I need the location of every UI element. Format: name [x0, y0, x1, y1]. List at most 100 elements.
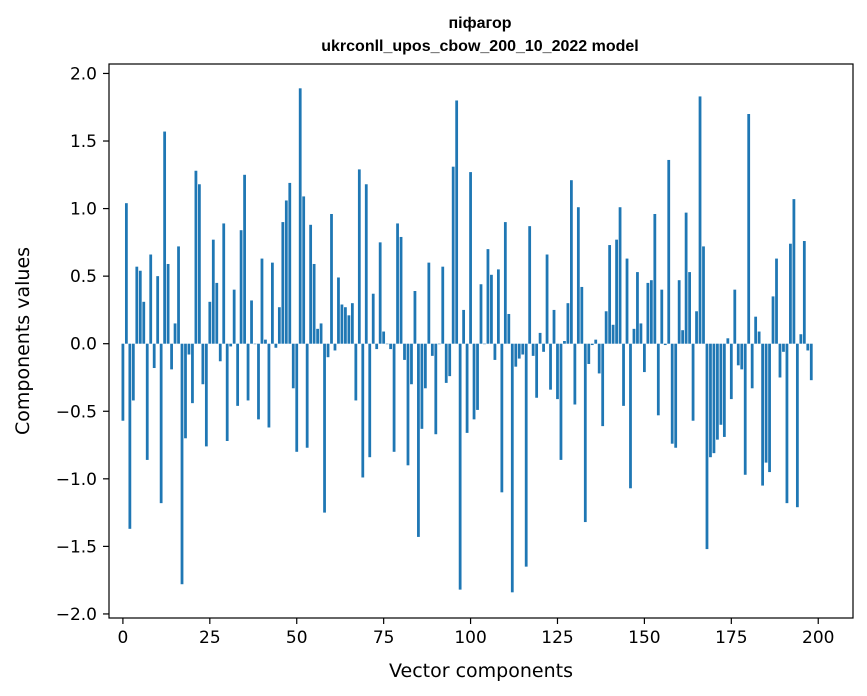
bar-component-129 [570, 180, 573, 344]
bar-component-61 [333, 343, 337, 351]
bar-component-127 [563, 341, 566, 344]
bar-component-121 [542, 343, 545, 352]
y-tick-label: −1.5 [56, 537, 97, 557]
bar-component-111 [507, 313, 511, 344]
bar-component-76 [385, 343, 389, 345]
bar-component-160 [677, 280, 681, 344]
bar-component-28 [218, 343, 222, 362]
bar-component-66 [350, 303, 354, 344]
bar-component-149 [639, 323, 643, 344]
bar-component-130 [573, 343, 577, 405]
bar-component-151 [646, 282, 650, 344]
bar-component-197 [806, 343, 810, 351]
bar-component-100 [469, 172, 472, 344]
bar-component-91 [437, 343, 441, 345]
y-axis-ticks: −2.0 −1.5 −1.0 −0.5 0.0 0.5 1.0 1.5 2.0 [56, 64, 109, 625]
bar-component-25 [208, 301, 212, 344]
bar-component-128 [566, 303, 570, 344]
bar-component-79 [396, 223, 399, 344]
bar-component-88 [427, 262, 431, 344]
bar-component-20 [191, 343, 194, 404]
bar-component-36 [246, 343, 250, 401]
bar-component-31 [229, 343, 233, 347]
bar-component-7 [145, 343, 149, 460]
bar-component-115 [521, 343, 525, 355]
bar-component-33 [236, 343, 240, 406]
bar-component-142 [615, 239, 618, 344]
bar-component-89 [430, 343, 434, 356]
bar-component-98 [462, 309, 466, 344]
x-axis-label: Vector components [389, 660, 573, 682]
x-tick-label: 200 [802, 628, 834, 648]
bar-component-47 [284, 200, 288, 344]
bar-component-56 [316, 328, 319, 344]
bar-component-69 [361, 343, 365, 478]
bar-component-148 [636, 272, 639, 344]
bar-component-39 [257, 343, 260, 420]
bar-component-137 [597, 343, 601, 374]
bar-component-172 [719, 343, 723, 425]
bar-component-139 [604, 311, 608, 344]
y-tick-label: 1.0 [70, 200, 97, 220]
bar-component-133 [583, 343, 587, 523]
bar-component-145 [625, 258, 629, 344]
bar-component-34 [239, 230, 243, 344]
bar-component-153 [653, 213, 657, 344]
bar-component-42 [267, 343, 271, 428]
bar-component-112 [510, 343, 514, 593]
bar-component-136 [594, 339, 598, 344]
bar-component-74 [378, 242, 382, 344]
bar-component-44 [274, 343, 278, 348]
bar-component-59 [326, 343, 330, 358]
bar-component-165 [695, 311, 698, 344]
bar-component-19 [187, 343, 191, 355]
bar-component-62 [337, 277, 340, 344]
bar-component-53 [305, 343, 309, 448]
chart-title-line-1: пiфагор [448, 15, 511, 32]
bar-component-159 [674, 343, 678, 448]
bar-component-184 [761, 343, 764, 486]
bar-component-120 [538, 332, 542, 344]
bar-component-24 [204, 343, 208, 447]
bar-component-196 [802, 241, 806, 344]
bar-component-177 [736, 343, 740, 366]
x-axis-ticks: 0 25 50 75 100 125 150 175 200 [117, 618, 834, 648]
plot-frame [108, 63, 854, 619]
bar-component-67 [354, 343, 358, 401]
bar-component-118 [531, 343, 535, 356]
y-tick-label: 0.0 [70, 335, 97, 355]
bar-component-105 [486, 249, 490, 344]
bar-component-119 [535, 343, 539, 398]
bar-component-3 [131, 343, 135, 401]
bar-component-174 [726, 338, 730, 344]
x-tick-label: 75 [373, 628, 395, 648]
bar-component-108 [496, 269, 500, 344]
chart-title-line-2: ukrconll_upos_cbow_200_10_2022 model [321, 38, 638, 55]
bar-component-72 [371, 293, 375, 344]
bar-component-50 [295, 343, 299, 452]
bar-component-150 [643, 343, 646, 373]
bar-component-190 [782, 343, 785, 352]
bar-component-191 [785, 343, 789, 504]
bar-component-135 [590, 343, 594, 346]
bar-component-29 [222, 223, 226, 344]
bar-component-23 [201, 343, 205, 385]
bar-component-58 [323, 343, 326, 513]
bar-component-21 [194, 170, 198, 344]
bar-component-1 [124, 203, 128, 344]
bar-component-16 [177, 246, 180, 344]
bar-component-73 [375, 343, 379, 350]
bar-component-81 [403, 343, 406, 360]
bar-component-84 [413, 291, 417, 344]
bar-component-94 [448, 343, 452, 377]
bar-component-131 [576, 207, 580, 344]
bar-component-103 [479, 284, 483, 344]
bar-component-134 [587, 343, 591, 364]
bar-component-143 [618, 207, 622, 344]
bar-component-175 [729, 343, 733, 400]
bar-component-156 [663, 343, 667, 346]
bar-component-107 [493, 343, 497, 360]
bar-component-87 [423, 343, 427, 389]
bar-component-189 [778, 343, 782, 378]
